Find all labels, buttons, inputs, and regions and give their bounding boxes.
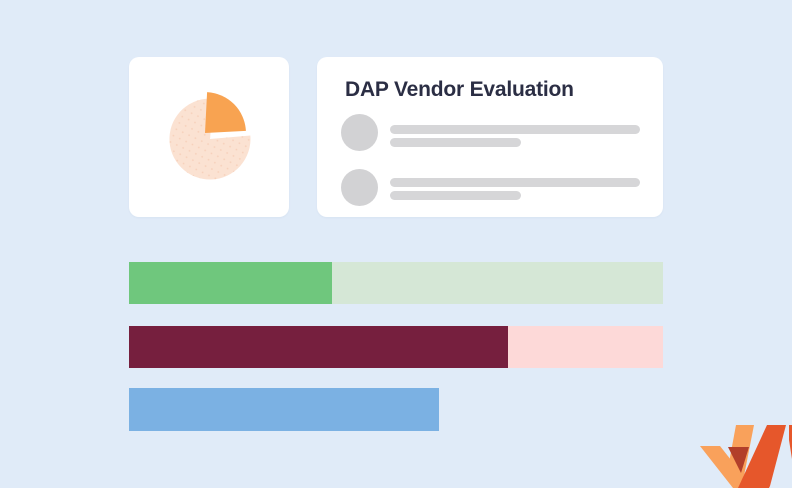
pie-chart-base-texture (169, 98, 251, 180)
progress-fill (129, 388, 439, 431)
pie-chart-icon (169, 92, 251, 180)
progress-fill (129, 326, 509, 368)
text-line-placeholder (390, 191, 521, 200)
logo-light-left-stroke (700, 446, 753, 488)
whatfix-logo-icon (700, 425, 792, 488)
logo-dark-edge-sliver (789, 425, 792, 459)
evaluation-card: DAP Vendor Evaluation (317, 57, 663, 217)
progress-bar-blue (129, 388, 663, 431)
text-line-placeholder (390, 125, 640, 134)
pie-chart-slice (205, 92, 246, 133)
logo-overlap-triangle (728, 447, 749, 473)
text-line-placeholder (390, 138, 521, 147)
progress-fill (129, 262, 332, 304)
progress-bar-maroon (129, 326, 663, 368)
avatar-placeholder (341, 114, 378, 151)
logo-dark-stroke (738, 425, 786, 488)
card-title: DAP Vendor Evaluation (345, 78, 574, 101)
avatar-placeholder (341, 169, 378, 206)
progress-bar-green (129, 262, 663, 304)
pie-chart-card (129, 57, 289, 217)
text-line-placeholder (390, 178, 640, 187)
